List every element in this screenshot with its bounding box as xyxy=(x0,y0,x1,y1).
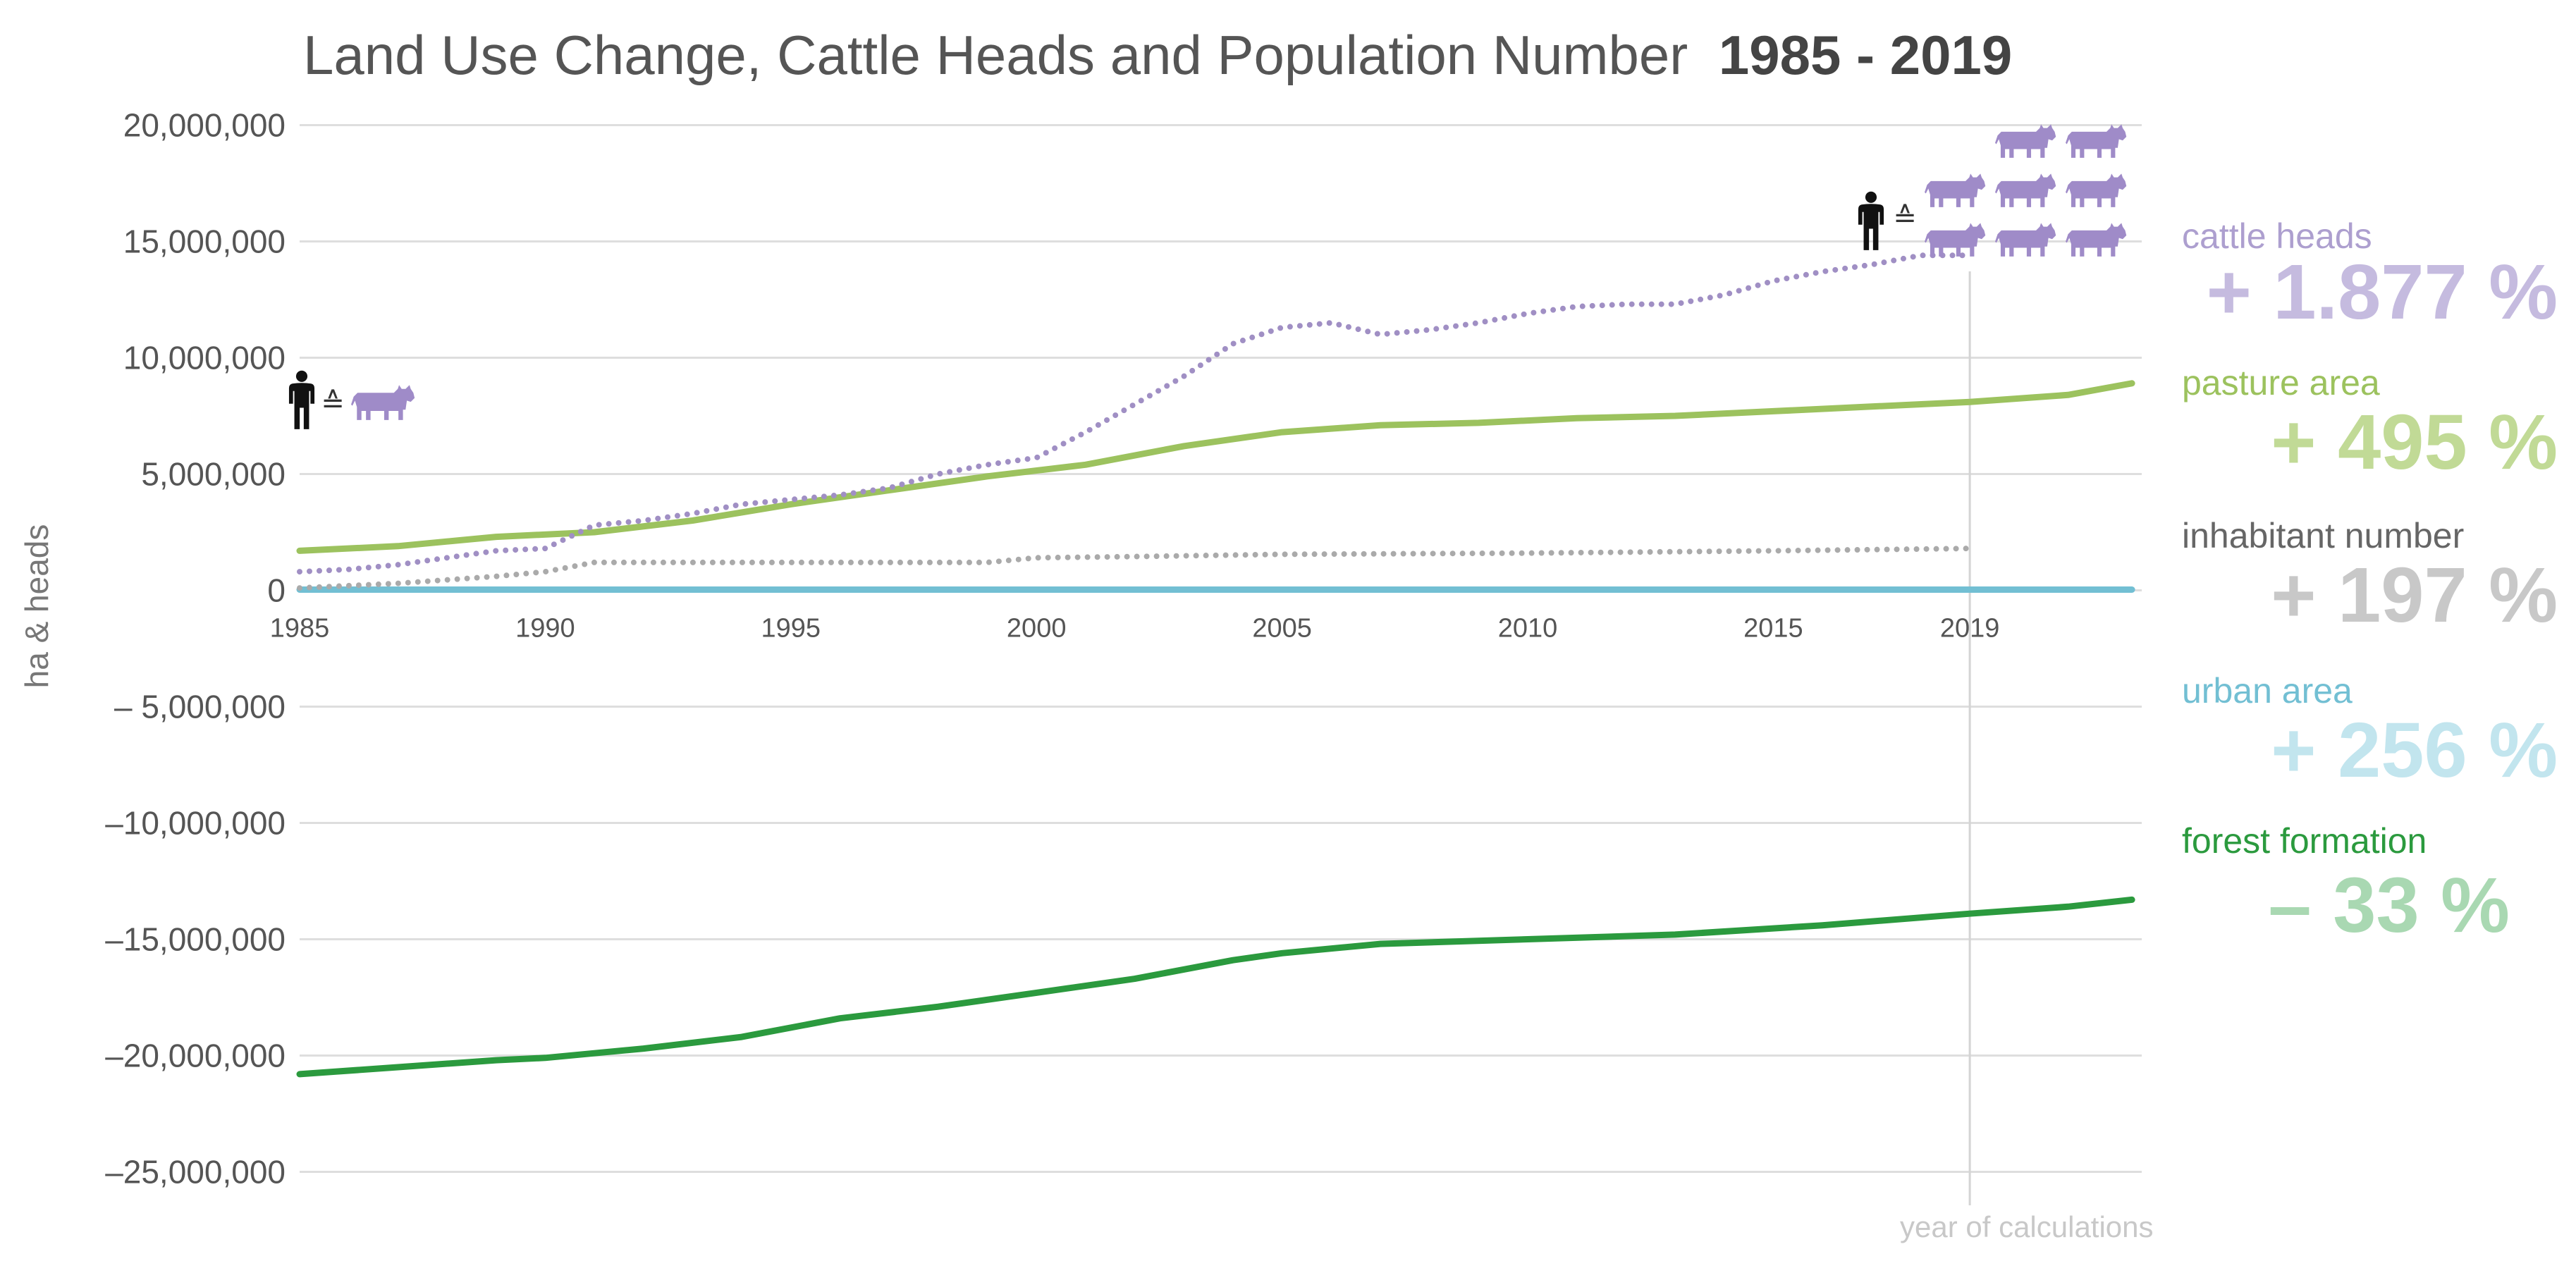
y-tick-label: 15,000,000 xyxy=(123,223,286,260)
cow-icon xyxy=(1995,173,2056,207)
legend-label-forest-formation: forest formation xyxy=(2182,821,2427,861)
cow-icon xyxy=(351,385,415,420)
legend-label-urban-area: urban area xyxy=(2182,671,2353,711)
y-axis-label: ha & heads xyxy=(18,524,55,689)
x-tick-label: 2015 xyxy=(1743,614,1803,644)
equals-icon: ≙ xyxy=(321,387,345,419)
x-tick-label: 1990 xyxy=(515,614,575,644)
chart-title-years: 1985 - 2019 xyxy=(1719,24,2012,86)
legend-label-cattle-heads: cattle heads xyxy=(2182,216,2372,256)
legend: cattle heads + 1.877 % pasture area + 49… xyxy=(2182,216,2558,949)
chart-title: Land Use Change, Cattle Heads and Popula… xyxy=(303,24,2012,86)
series-lines xyxy=(296,252,2135,1078)
chart-title-text: Land Use Change, Cattle Heads and Popula… xyxy=(303,24,1688,86)
legend-value-cattle-heads: + 1.877 % xyxy=(2207,249,2558,336)
y-tick-label: 20,000,000 xyxy=(123,107,286,144)
legend-label-pasture-area: pasture area xyxy=(2182,363,2380,402)
cow-icon xyxy=(1995,124,2056,158)
person-icon xyxy=(288,370,315,429)
reference-label: year of calculations xyxy=(1900,1210,2154,1243)
x-tick-label: 2019 xyxy=(1940,614,2000,644)
y-tick-label: –25,000,000 xyxy=(105,1154,286,1191)
x-tick-label: 1985 xyxy=(270,614,330,644)
legend-value-urban-area: + 256 % xyxy=(2271,707,2558,794)
cow-icon xyxy=(2066,124,2127,158)
y-tick-label: 10,000,000 xyxy=(123,340,286,376)
cow-icon xyxy=(2066,173,2127,207)
legend-value-inhabitant-number: + 197 % xyxy=(2271,552,2558,639)
series-line-cattle-heads xyxy=(297,252,1973,575)
ratio-2019: ≙ xyxy=(1858,124,2127,257)
x-tick-label: 1995 xyxy=(761,614,821,644)
series-line-forest-formation xyxy=(296,896,2135,1078)
cow-icon xyxy=(1995,223,2056,257)
legend-value-pasture-area: + 495 % xyxy=(2271,399,2558,486)
y-tick-label: –10,000,000 xyxy=(105,805,286,842)
series-line-inhabitant-number xyxy=(297,546,1973,591)
y-tick-label: 5,000,000 xyxy=(141,456,286,493)
cow-icon xyxy=(2066,223,2127,257)
x-tick-label: 2000 xyxy=(1007,614,1067,644)
y-tick-label: 0 xyxy=(267,572,286,609)
y-tick-label: –20,000,000 xyxy=(105,1038,286,1074)
equals-icon: ≙ xyxy=(1893,202,1917,234)
y-tick-label: –15,000,000 xyxy=(105,921,286,958)
cow-icon xyxy=(1925,223,1986,257)
x-tick-label: 2010 xyxy=(1498,614,1558,644)
y-axis-ticks: 20,000,000 15,000,000 10,000,000 5,000,000 0… xyxy=(105,107,286,1191)
x-axis-ticks: 1985 1990 1995 2000 2005 2010 2015 2019 xyxy=(270,614,2000,644)
cow-icon xyxy=(1925,173,1986,207)
series-line-pasture-area xyxy=(296,380,2135,554)
y-tick-label: – 5,000,000 xyxy=(114,689,286,725)
x-tick-label: 2005 xyxy=(1252,614,1312,644)
legend-value-forest-formation: – 33 % xyxy=(2269,862,2510,949)
ratio-1985: ≙ xyxy=(288,370,415,429)
grid-lines xyxy=(300,124,2142,1205)
legend-label-inhabitant-number: inhabitant number xyxy=(2182,516,2464,555)
